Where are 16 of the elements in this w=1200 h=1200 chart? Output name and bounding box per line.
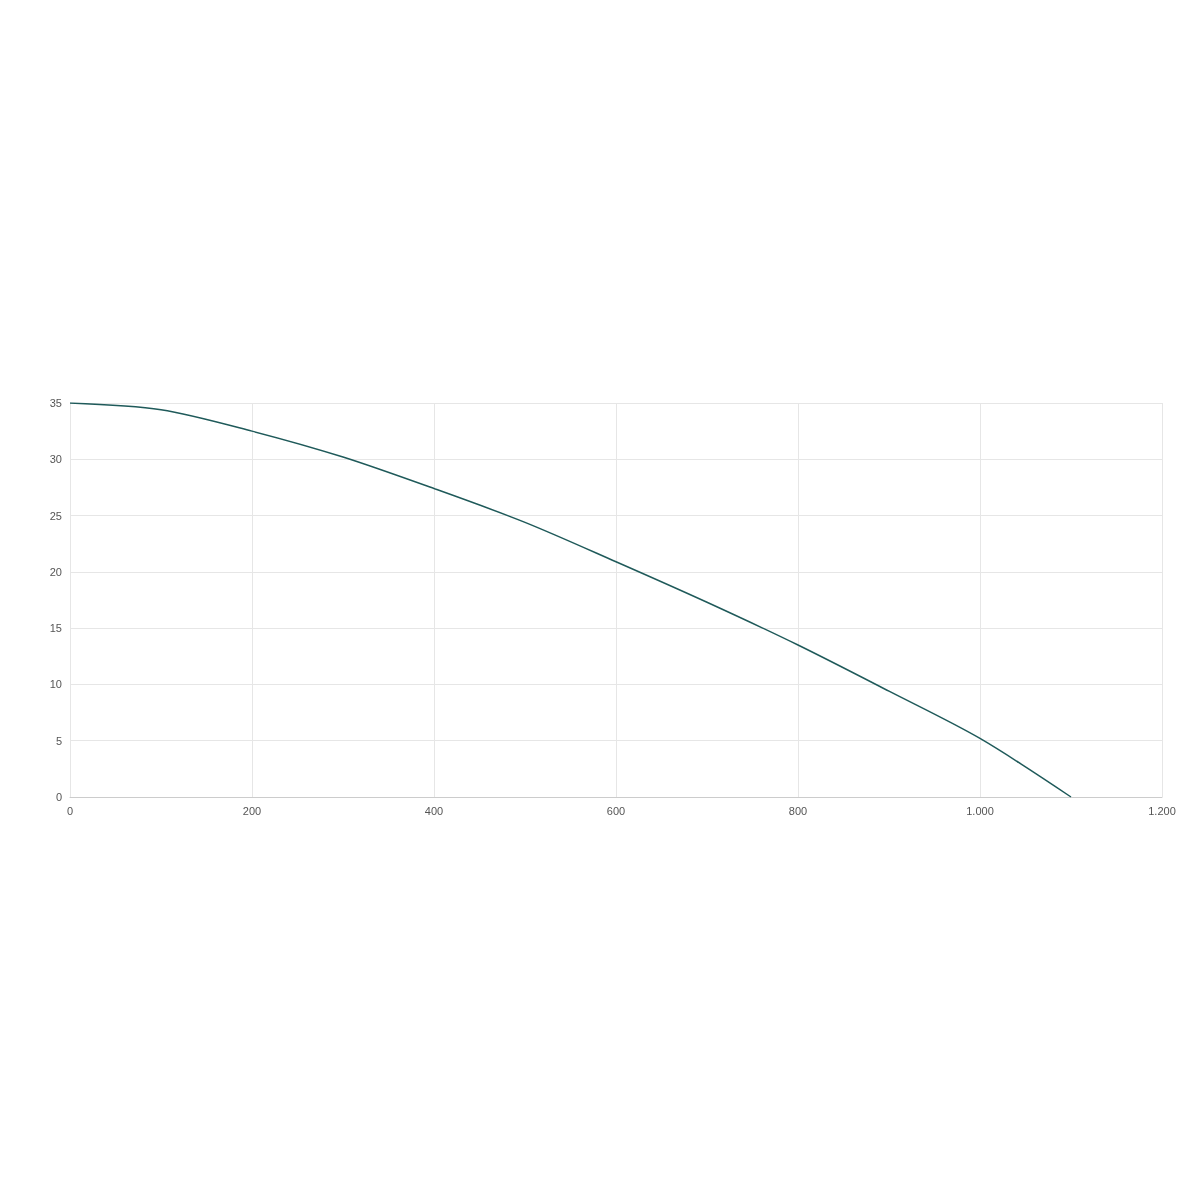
x-tick-label: 400 — [424, 804, 444, 817]
x-tick-label: 600 — [606, 804, 626, 817]
y-tick-label: 30 — [49, 453, 62, 466]
y-tick-label: 20 — [49, 565, 62, 578]
y-tick-label: 5 — [55, 734, 62, 747]
y-tick-label: 25 — [49, 509, 62, 522]
x-tick-label: 1.000 — [966, 804, 994, 817]
y-tick-label: 15 — [49, 622, 62, 635]
y-tick-label: 10 — [49, 678, 62, 691]
y-tick-label: 35 — [49, 397, 62, 409]
x-tick-label: 200 — [242, 804, 262, 817]
y-tick-label: 0 — [55, 791, 62, 803]
x-tick-label: 800 — [788, 804, 808, 817]
x-tick-label: 0 — [66, 804, 74, 817]
x-tick-label: 1.200 — [1148, 804, 1176, 817]
line-series — [69, 402, 1072, 798]
